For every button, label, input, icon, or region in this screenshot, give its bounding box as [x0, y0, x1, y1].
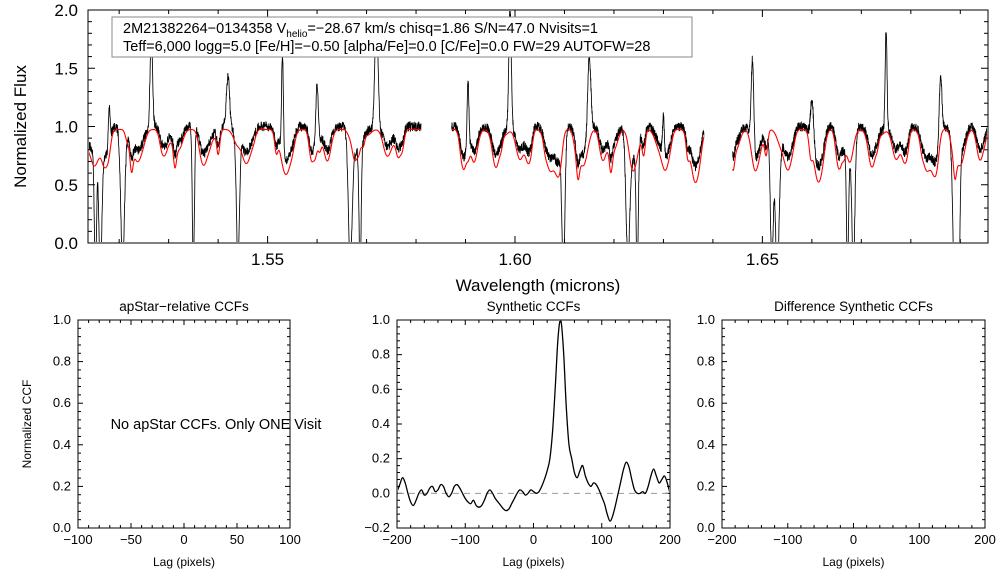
y-tick-label: 0.8 — [372, 347, 390, 362]
x-tick-label: 1.65 — [746, 250, 779, 269]
difference-ccf-panel: Difference Synthetic CCFs −200 −100 0 100 200… — [697, 299, 996, 569]
y-tick-label: 1.0 — [372, 312, 390, 327]
no-ccf-message: No apStar CCFs. Only ONE Visit — [111, 417, 322, 433]
y-tick-label: 0.4 — [372, 416, 390, 431]
annotation-line-1: 2M21382264−0134358 Vhelio=−28.67 km/s ch… — [123, 21, 598, 40]
y-tick-label: 2.0 — [54, 1, 78, 20]
x-tick-label: 0 — [530, 532, 537, 547]
x-tick-label: −100 — [451, 532, 480, 547]
difference-ccf-title: Difference Synthetic CCFs — [774, 299, 933, 314]
plot-frame — [396, 319, 671, 529]
spectrum-panel: 1.55 1.60 1.65 0.0 0.5 1.0 1.5 2.0 Wavelength (m… — [11, 1, 989, 295]
y-tick-label: 1.0 — [54, 118, 78, 137]
x-tick-label: 100 — [591, 532, 613, 547]
synthetic-model-trace — [451, 128, 705, 184]
x-tick-label: −50 — [120, 532, 142, 547]
observed-spectrum-trace — [451, 11, 705, 242]
y-tick-label: 0.2 — [53, 478, 71, 493]
annotation-line-2: Teff=6,000 logg=5.0 [Fe/H]=−0.50 [alpha/… — [123, 39, 650, 55]
synthetic-model-trace — [89, 128, 421, 176]
y-tick-label: 0.6 — [53, 395, 71, 410]
y-tick-label: 1.5 — [54, 59, 78, 78]
y-tick-label: 0.6 — [372, 381, 390, 396]
y-tick-label: 0.2 — [697, 478, 715, 493]
x-tick-label: −100 — [63, 532, 92, 547]
synthetic-ccf-panel: Synthetic CCFs −200 −100 0 100 200 −0.2 0.0 0.2 0… — [364, 299, 681, 569]
y-tick-label: 0.8 — [697, 354, 715, 369]
y-tick-label: 0.8 — [53, 354, 71, 369]
synthetic-model-trace — [732, 128, 987, 183]
synthetic-ccf-title: Synthetic CCFs — [487, 299, 581, 314]
y-tick-label: 0.4 — [53, 437, 71, 452]
x-tick-label: −200 — [382, 532, 411, 547]
y-tick-label: 0.4 — [697, 437, 715, 452]
spectrum-data — [89, 11, 987, 242]
x-tick-label: 200 — [974, 532, 996, 547]
x-tick-label: 0 — [180, 532, 187, 547]
y-tick-label: 1.0 — [697, 312, 715, 327]
apstar-ccf-y-axis-label: Normalized CCF — [20, 380, 34, 469]
spectrum-x-axis-label: Wavelength (microns) — [456, 276, 621, 295]
y-tick-label: 0.2 — [372, 451, 390, 466]
observed-spectrum-trace — [732, 32, 987, 242]
y-tick-label: 0.0 — [54, 234, 78, 253]
plot-frame — [721, 319, 986, 529]
x-tick-label: 200 — [659, 532, 681, 547]
difference-ccf-x-axis-label: Lag (pixels) — [822, 555, 884, 569]
synthetic-ccf-data — [398, 321, 669, 522]
observed-spectrum-trace — [89, 18, 422, 242]
synthetic-ccf-trace — [398, 321, 669, 522]
apstar-ccf-panel: apStar−relative CCFs −100 −50 0 50 100 0.0 0.2 0… — [20, 299, 321, 569]
apstar-ccf-title: apStar−relative CCFs — [119, 299, 249, 314]
x-tick-label: −100 — [773, 532, 802, 547]
x-tick-label: 0 — [850, 532, 857, 547]
y-tick-label: 0.0 — [372, 485, 390, 500]
x-tick-label: −200 — [707, 532, 736, 547]
y-tick-label: −0.2 — [364, 520, 390, 535]
annotation-box-border — [111, 16, 693, 58]
y-tick-label: 0.0 — [697, 520, 715, 535]
spectrum-y-axis-label: Normalized Flux — [11, 65, 30, 188]
x-tick-label: 1.55 — [251, 250, 284, 269]
x-tick-label: 50 — [230, 532, 244, 547]
synthetic-ccf-x-axis-label: Lag (pixels) — [502, 555, 564, 569]
x-tick-label: 1.60 — [498, 250, 531, 269]
y-tick-label: 1.0 — [53, 312, 71, 327]
annotation-box: 2M21382264−0134358 Vhelio=−28.67 km/s ch… — [111, 16, 693, 58]
x-tick-label: 100 — [908, 532, 930, 547]
apstar-ccf-x-axis-label: Lag (pixels) — [153, 555, 215, 569]
y-tick-label: 0.0 — [53, 520, 71, 535]
x-tick-label: 100 — [279, 532, 301, 547]
y-tick-label: 0.5 — [54, 176, 78, 195]
y-tick-label: 0.6 — [697, 395, 715, 410]
